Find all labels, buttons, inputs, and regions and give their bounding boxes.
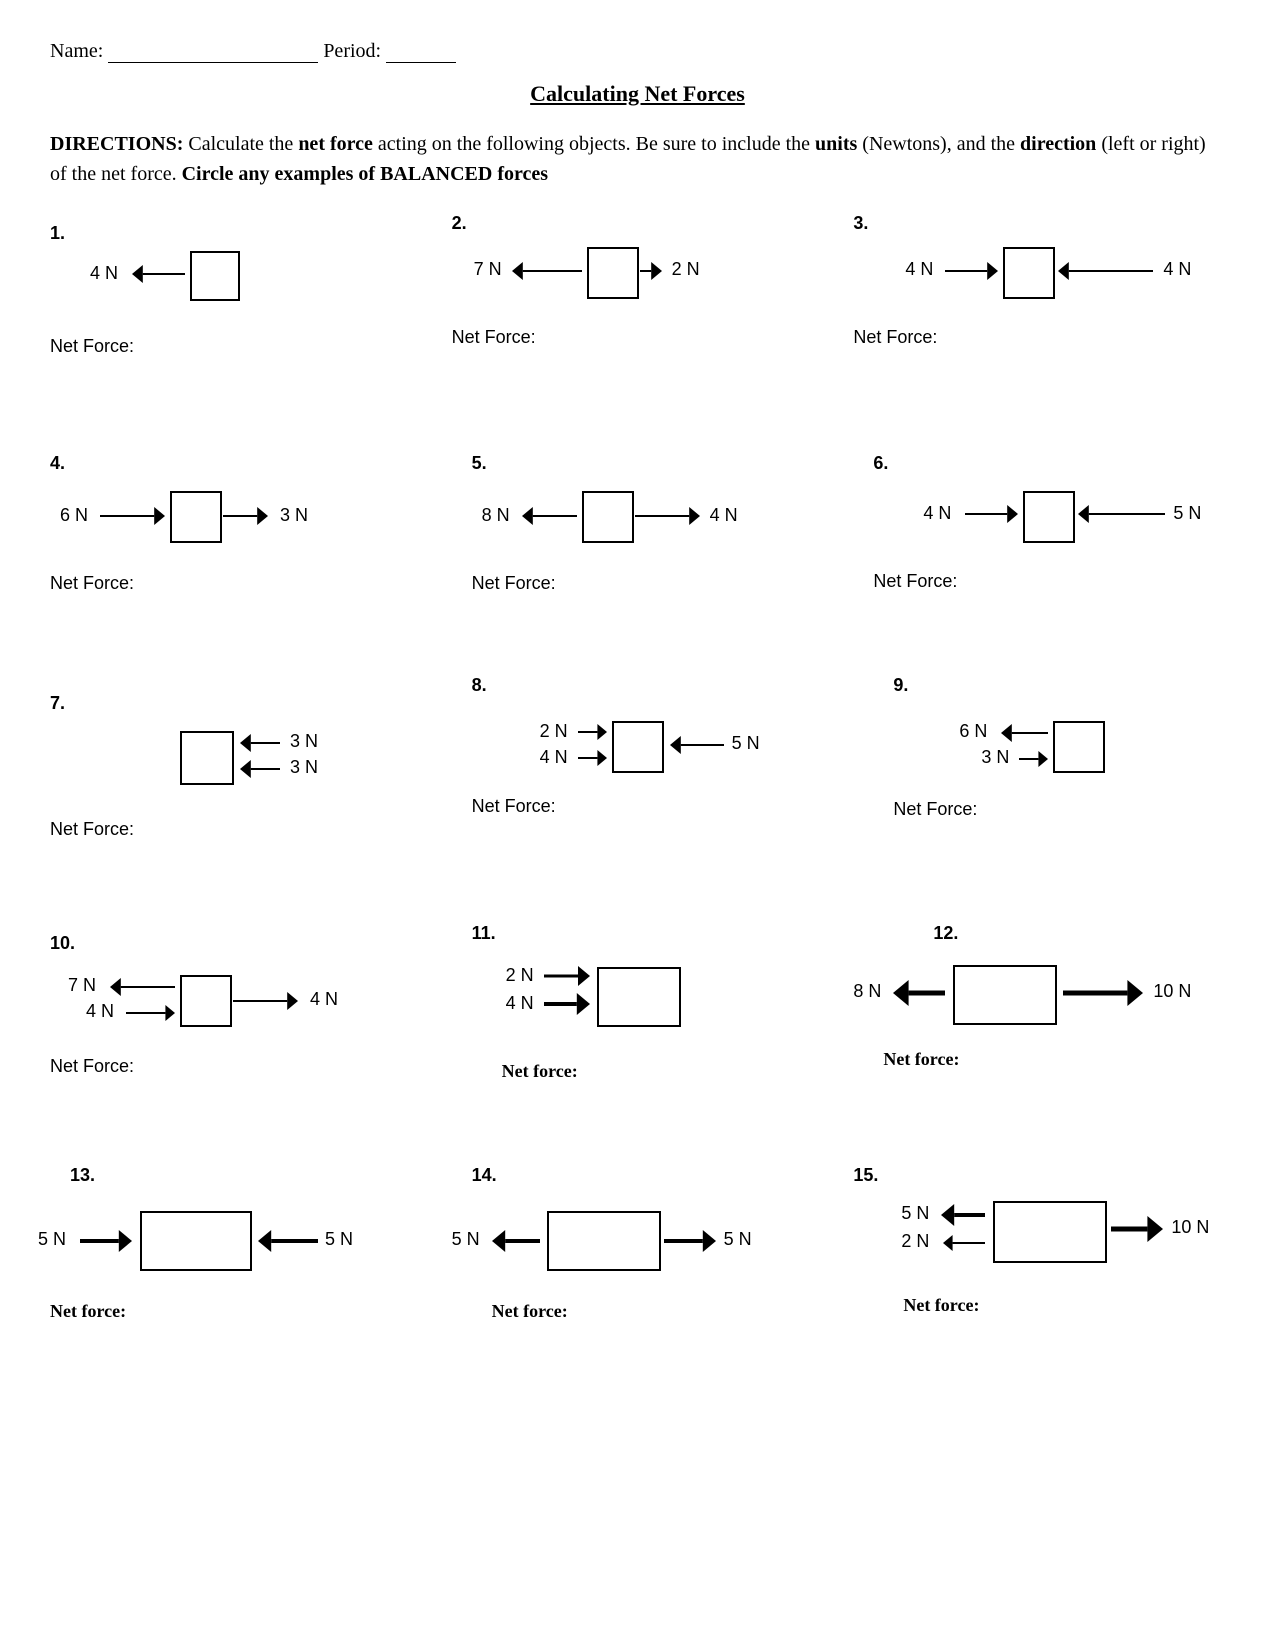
net-force-label: Net force: bbox=[492, 1301, 568, 1322]
problem-11: 11.2 N4 NNet force: bbox=[452, 933, 824, 1123]
name-blank[interactable] bbox=[108, 62, 318, 63]
net-force-label: Net Force: bbox=[472, 796, 556, 817]
diagram-stage: 6 N3 N bbox=[50, 481, 422, 571]
diagram-stage: 5 N2 N10 N bbox=[853, 1201, 1225, 1291]
net-force-label: Net Force: bbox=[50, 573, 134, 594]
problem-number: 7. bbox=[50, 693, 65, 714]
diagram-stage: 4 N5 N bbox=[853, 481, 1225, 571]
diagram-stage: 8 N10 N bbox=[853, 961, 1225, 1051]
problem-7: 7. 3 N3 N Net Force: bbox=[50, 693, 422, 883]
problem-14: 14.5 N5 NNet force: bbox=[452, 1173, 824, 1363]
net-force-label: Net Force: bbox=[873, 571, 957, 592]
diagram-stage: 4 N bbox=[50, 241, 422, 331]
net-force-label: Net force: bbox=[50, 1301, 126, 1322]
problem-number: 3. bbox=[853, 213, 868, 234]
diagram-stage: 6 N3 N bbox=[853, 721, 1225, 811]
problem-9: 9.6 N3 NNet Force: bbox=[853, 693, 1225, 883]
problem-10: 10. 7 N4 N4 N Net Force: bbox=[50, 933, 422, 1123]
problem-number: 8. bbox=[472, 675, 487, 696]
diagram-stage: 8 N4 N bbox=[452, 481, 824, 571]
problem-number: 9. bbox=[893, 675, 908, 696]
diagram-stage: 3 N3 N bbox=[50, 721, 422, 811]
net-force-label: Net Force: bbox=[472, 573, 556, 594]
net-force-label: Net Force: bbox=[853, 327, 937, 348]
net-force-label: Net Force: bbox=[50, 1056, 134, 1077]
net-force-label: Net Force: bbox=[893, 799, 977, 820]
problem-3: 3. 4 N4 NNet Force: bbox=[853, 213, 1225, 403]
problem-grid: 1.4 NNet Force:2.7 N2 NNet Force:3.4 N4 … bbox=[50, 213, 1225, 1363]
net-force-label: Net force: bbox=[502, 1061, 578, 1082]
name-label: Name: bbox=[50, 40, 103, 62]
page-title: Calculating Net Forces bbox=[50, 81, 1225, 107]
problem-2: 2. 7 N2 NNet Force: bbox=[452, 213, 824, 403]
problem-5: 5. 8 N4 NNet Force: bbox=[452, 453, 824, 643]
problem-number: 13. bbox=[70, 1165, 95, 1186]
problem-8: 8.2 N4 N5 NNet Force: bbox=[452, 693, 824, 883]
problem-number: 12. bbox=[933, 923, 958, 944]
problem-12: 12.8 N10 NNet force: bbox=[853, 933, 1225, 1123]
diagram-stage: 4 N4 N bbox=[853, 241, 1225, 331]
net-force-label: Net Force: bbox=[50, 336, 134, 357]
problem-number: 15. bbox=[853, 1165, 878, 1186]
problem-number: 5. bbox=[472, 453, 487, 474]
problem-15: 15.5 N2 N10 NNet force: bbox=[853, 1173, 1225, 1363]
net-force-label: Net force: bbox=[883, 1049, 959, 1070]
diagram-stage: 5 N5 N bbox=[50, 1201, 422, 1291]
problem-number: 4. bbox=[50, 453, 65, 474]
directions: DIRECTIONS: Calculate the net force acti… bbox=[50, 129, 1225, 189]
problem-number: 6. bbox=[873, 453, 888, 474]
net-force-label: Net force: bbox=[903, 1295, 979, 1316]
period-label: Period: bbox=[323, 40, 381, 62]
problem-number: 2. bbox=[452, 213, 467, 234]
net-force-label: Net Force: bbox=[50, 819, 134, 840]
diagram-stage: 7 N4 N4 N bbox=[50, 961, 422, 1051]
problem-number: 10. bbox=[50, 933, 75, 954]
problem-13: 13.5 N5 NNet force: bbox=[50, 1173, 422, 1363]
problem-4: 4. 6 N3 NNet Force: bbox=[50, 453, 422, 643]
directions-prefix: DIRECTIONS: bbox=[50, 133, 183, 155]
period-blank[interactable] bbox=[386, 62, 456, 63]
problem-number: 14. bbox=[472, 1165, 497, 1186]
problem-1: 1.4 NNet Force: bbox=[50, 213, 422, 403]
net-force-label: Net Force: bbox=[452, 327, 536, 348]
problem-number: 11. bbox=[472, 923, 496, 944]
diagram-stage: 2 N4 N bbox=[452, 961, 824, 1051]
diagram-stage: 7 N2 N bbox=[452, 241, 824, 331]
diagram-stage: 5 N5 N bbox=[452, 1201, 824, 1291]
header-line: Name: Period: bbox=[50, 40, 1225, 63]
problem-6: 6. 4 N5 NNet Force: bbox=[853, 453, 1225, 643]
